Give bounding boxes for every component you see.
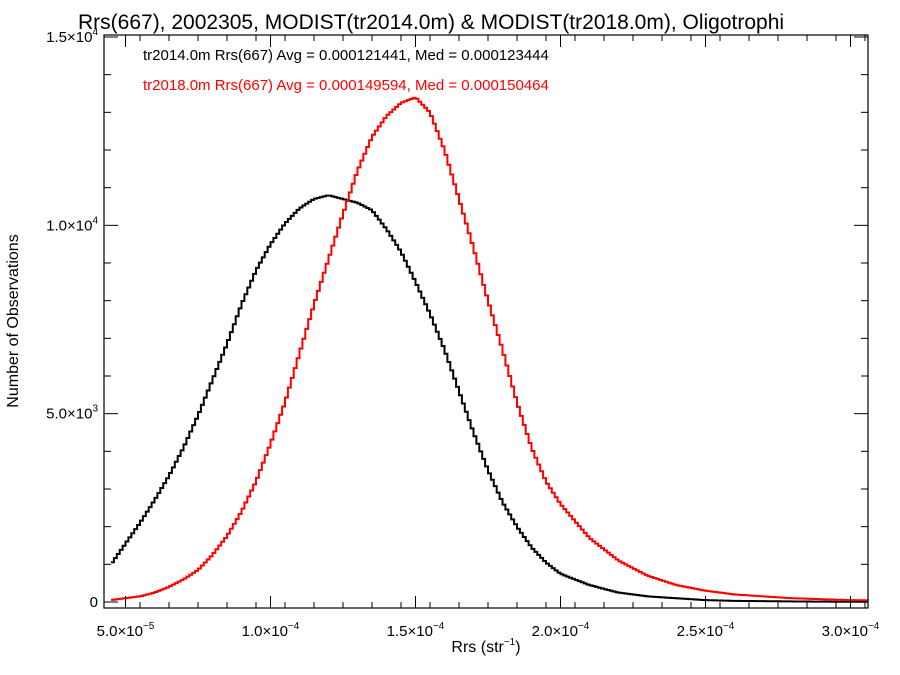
legend-entry-tr2018: tr2018.0m Rrs(667) Avg = 0.000149594, Me… [143,77,549,94]
y-tick-label: 1.0×104 [46,215,98,234]
x-axis-label-main: Rrs (str [451,639,504,656]
series-line-1 [111,96,869,602]
x-axis-label-superscript: −1 [504,637,516,648]
legend-entry-tr2014: tr2014.0m Rrs(667) Avg = 0.000121441, Me… [143,47,549,64]
chart-title: Rrs(667), 2002305, MODIST(tr2014.0m) & M… [78,11,784,34]
x-axis: 5.0×10−5 1.0×10−4 1.5×10−4 2.0×10−4 2.5×10−4… [97,35,880,640]
x-axis-label-close: ) [515,639,520,656]
plot-frame [103,34,869,609]
series-line-0 [111,194,868,603]
x-tick-label: 2.5×10−4 [677,621,735,640]
y-tick-label: 5.0×103 [46,404,98,423]
plot-lines [111,96,869,603]
x-tick-label: 2.0×10−4 [532,621,590,640]
x-tick-label: 1.0×10−4 [242,621,300,640]
x-tick-label: 5.0×10−5 [97,621,155,640]
legend: tr2014.0m Rrs(667) Avg = 0.000121441, Me… [143,47,549,94]
y-axis-label: Number of Observations [5,234,22,407]
y-axis: 0 5.0×103 1.0×104 1.5×104 [46,27,868,611]
y-tick-label: 0 [90,594,98,611]
x-tick-label: 1.5×10−4 [387,621,445,640]
x-axis-label: Rrs (str−1) [451,637,520,656]
x-tick-label: 3.0×10−4 [822,621,880,640]
y-tick-label: 1.5×104 [46,27,98,46]
